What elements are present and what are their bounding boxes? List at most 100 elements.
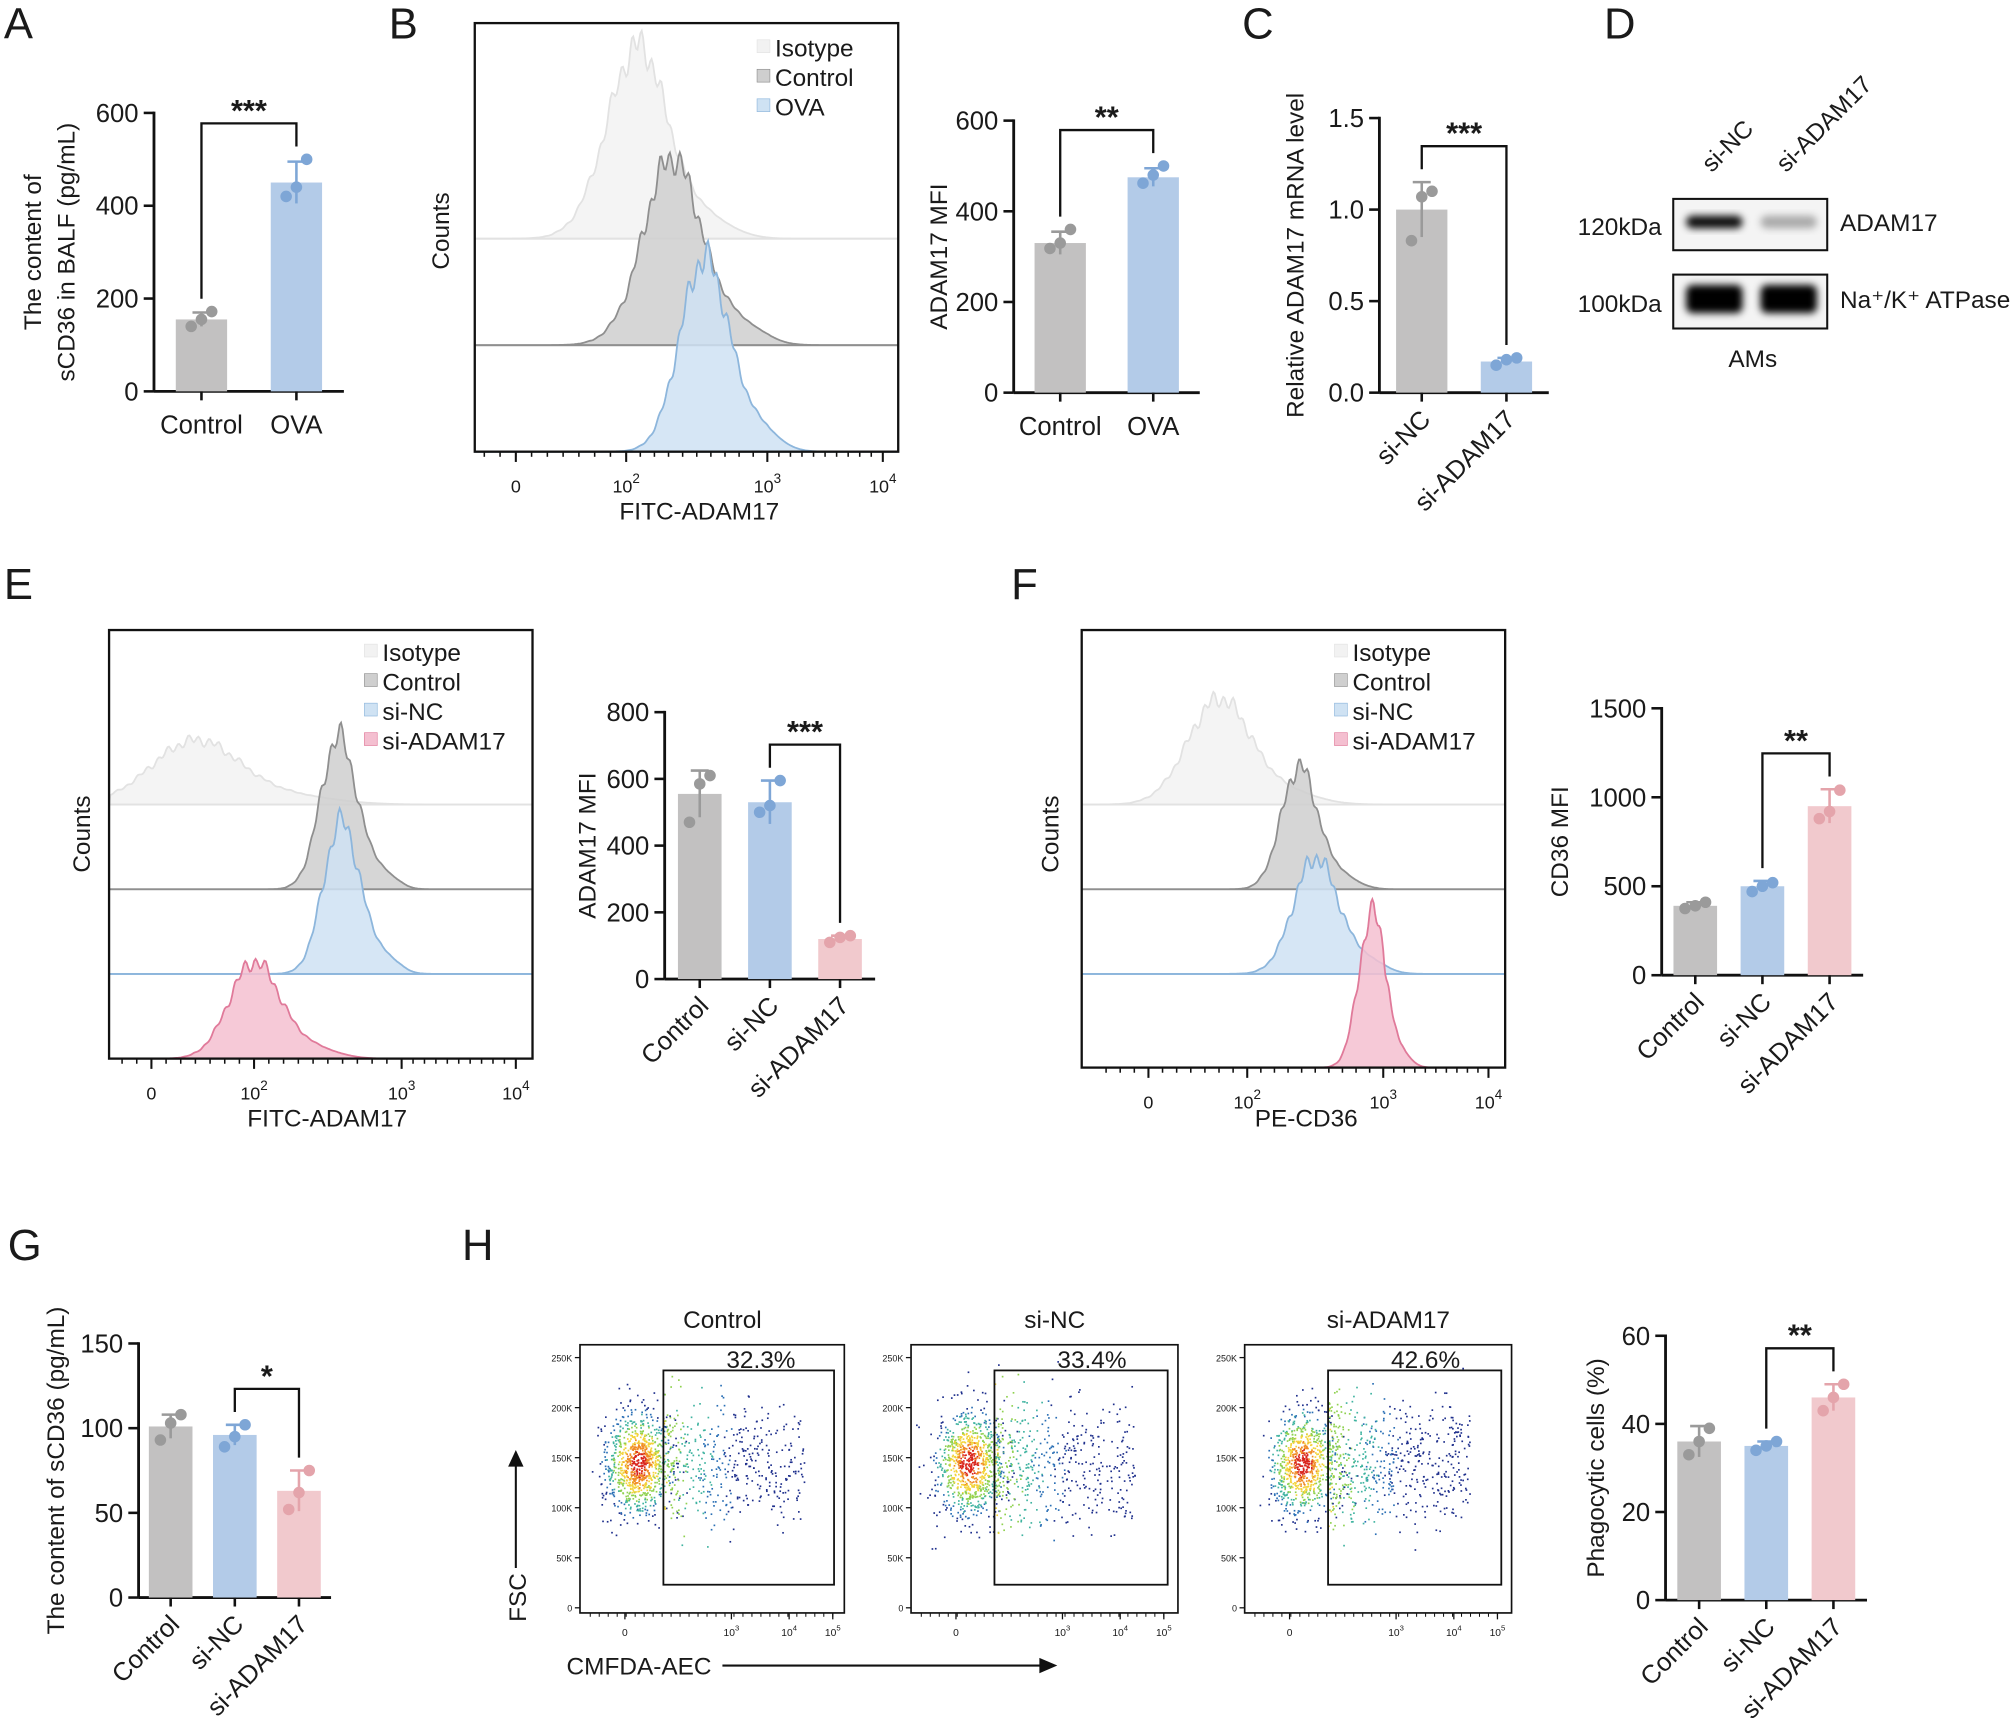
event-dot	[1304, 1460, 1307, 1463]
event-dot	[1306, 1419, 1309, 1422]
legend-label: OVA	[775, 94, 825, 121]
event-dot	[1338, 1463, 1341, 1466]
event-dot	[1066, 1432, 1069, 1434]
event-dot	[628, 1504, 630, 1506]
event-dot	[648, 1451, 650, 1454]
event-dot	[1314, 1456, 1317, 1458]
event-dot	[1340, 1411, 1343, 1413]
event-dot	[981, 1412, 984, 1414]
event-dot	[1418, 1423, 1421, 1425]
event-dot	[1311, 1472, 1314, 1475]
event-dot	[1276, 1497, 1278, 1500]
event-dot	[1314, 1452, 1317, 1454]
event-dot	[949, 1459, 952, 1461]
event-dot	[642, 1459, 645, 1462]
event-dot	[1273, 1494, 1276, 1497]
event-dot	[680, 1515, 683, 1518]
event-dot	[946, 1469, 948, 1472]
event-dot	[713, 1440, 715, 1443]
event-dot	[1271, 1466, 1274, 1468]
event-dot	[1122, 1506, 1124, 1508]
event-dot	[657, 1444, 659, 1447]
event-dot	[1352, 1458, 1355, 1460]
event-dot	[1277, 1435, 1280, 1437]
event-dot	[679, 1385, 682, 1388]
event-dot	[997, 1438, 999, 1440]
event-dot	[946, 1507, 948, 1509]
event-dot	[644, 1462, 646, 1464]
event-dot	[1319, 1527, 1322, 1529]
event-dot	[1000, 1431, 1002, 1434]
event-dot	[614, 1471, 617, 1474]
event-dot	[658, 1480, 660, 1482]
event-dot	[1308, 1462, 1311, 1465]
event-dot	[654, 1461, 657, 1464]
event-dot	[634, 1494, 637, 1497]
event-dot	[1300, 1430, 1303, 1433]
event-dot	[1293, 1509, 1296, 1512]
event-dot	[638, 1490, 641, 1493]
panel-letter-G: G	[8, 1222, 42, 1270]
event-dot	[956, 1517, 959, 1520]
event-dot	[1331, 1486, 1334, 1489]
event-dot	[714, 1443, 717, 1446]
event-dot	[971, 1486, 974, 1488]
event-dot	[1429, 1415, 1432, 1417]
event-dot	[1329, 1487, 1332, 1490]
event-dot	[963, 1427, 966, 1430]
event-dot	[1332, 1502, 1334, 1505]
event-dot	[1360, 1490, 1363, 1493]
event-dot	[608, 1470, 610, 1472]
event-dot	[1067, 1487, 1070, 1490]
event-dot	[1349, 1483, 1352, 1486]
event-dot	[1061, 1434, 1064, 1436]
event-dot	[948, 1475, 950, 1477]
event-dot	[1433, 1504, 1435, 1507]
event-dot	[750, 1458, 752, 1460]
event-dot	[655, 1490, 658, 1493]
event-dot	[961, 1448, 963, 1451]
event-dot	[601, 1504, 604, 1506]
event-dot	[997, 1479, 1000, 1481]
x-tick-label-base: 10	[869, 477, 889, 497]
event-dot	[1319, 1457, 1321, 1459]
event-dot	[1368, 1499, 1371, 1502]
event-dot	[1299, 1427, 1302, 1430]
event-dot	[631, 1491, 633, 1494]
event-dot	[1321, 1404, 1323, 1407]
event-dot	[1112, 1403, 1115, 1406]
event-dot	[627, 1449, 630, 1452]
event-dot	[1130, 1517, 1133, 1520]
event-dot	[1369, 1442, 1371, 1444]
event-dot	[1080, 1434, 1083, 1436]
event-dot	[1403, 1514, 1405, 1516]
gate-rectangle[interactable]	[993, 1369, 1169, 1586]
event-dot	[1365, 1423, 1368, 1426]
event-dot	[998, 1491, 1001, 1494]
event-dot	[975, 1472, 978, 1475]
event-dot	[997, 1532, 1000, 1535]
event-dot	[646, 1498, 648, 1501]
event-dot	[950, 1458, 952, 1460]
event-dot	[948, 1449, 950, 1452]
event-dot	[995, 1417, 998, 1420]
event-dot	[972, 1441, 974, 1444]
event-dot	[1300, 1478, 1302, 1481]
event-dot	[1405, 1503, 1408, 1506]
gate-rectangle[interactable]	[1327, 1369, 1503, 1586]
gate-rectangle[interactable]	[662, 1369, 835, 1586]
event-dot	[783, 1425, 785, 1428]
event-dot	[1338, 1445, 1341, 1447]
event-dot	[984, 1435, 987, 1438]
event-dot	[1336, 1453, 1339, 1456]
event-dot	[742, 1499, 745, 1502]
event-dot	[754, 1427, 756, 1430]
event-dot	[1388, 1472, 1391, 1475]
event-dot	[719, 1469, 722, 1471]
event-dot	[757, 1470, 760, 1473]
legend-label: si-NC	[1352, 699, 1413, 726]
event-dot	[1363, 1485, 1366, 1488]
event-dot	[1292, 1440, 1294, 1443]
event-dot	[1468, 1420, 1471, 1422]
event-dot	[677, 1479, 680, 1482]
